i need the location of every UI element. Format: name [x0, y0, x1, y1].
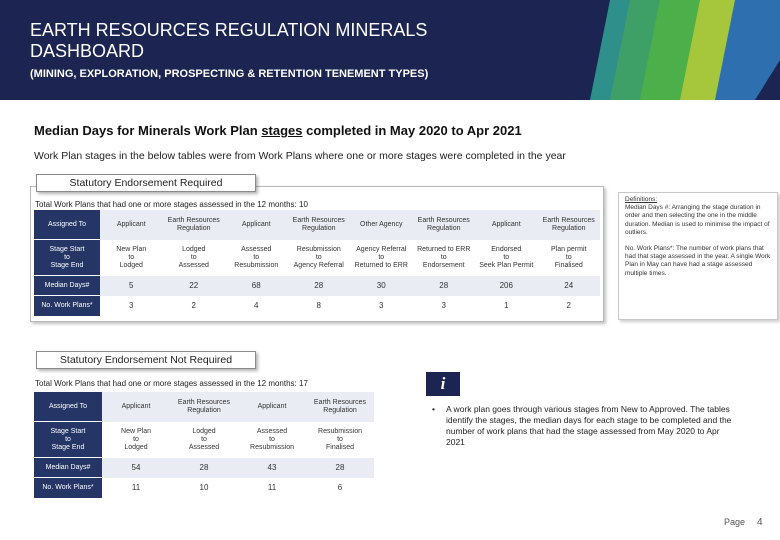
- definition-count: No. Work Plans*: The number of work plan…: [625, 245, 771, 277]
- median-days-row-cell: 5: [100, 276, 163, 296]
- work-plan-count-row-cell: 2: [162, 296, 225, 316]
- work-plan-count-row-cell: 3: [100, 296, 163, 316]
- median-days-row-cell: 30: [350, 276, 413, 296]
- median-days-row-label: Median Days#: [34, 458, 102, 478]
- endorsement-not-required-tab: Statutory Endorsement Not Required: [36, 351, 256, 369]
- median-days-row-cell: 68: [225, 276, 288, 296]
- work-plan-count-row-cell: 6: [306, 478, 374, 498]
- assigned-row-label: Assigned To: [34, 392, 102, 422]
- total-work-plans-required: Total Work Plans that had one or more st…: [35, 200, 308, 209]
- median-days-row-cell: 28: [287, 276, 350, 296]
- work-plan-count-row-cell: 1: [475, 296, 538, 316]
- header-banner: EARTH RESOURCES REGULATION MINERALS DASH…: [0, 0, 780, 100]
- page-label: Page: [724, 517, 746, 527]
- stage-row-cell: Resubmission to Agency Referral: [287, 240, 350, 276]
- assigned-row: Assigned To Applicant Earth Resources Regu…: [34, 392, 374, 422]
- info-bullet: A work plan goes through various stages …: [428, 404, 738, 448]
- work-plan-count-row-cell: 11: [102, 478, 170, 498]
- work-plan-count-row: No. Work Plans* 11 10 11 6: [34, 478, 374, 498]
- assigned-row-cell: Applicant: [225, 210, 288, 240]
- definition-median: Median Days #: Arranging the stage durat…: [625, 204, 770, 236]
- work-plan-count-row-cell: 3: [412, 296, 475, 316]
- assigned-row-cell: Earth Resources Regulation: [412, 210, 475, 240]
- assigned-row-cell: Earth Resources Regulation: [287, 210, 350, 240]
- median-days-row-cell: 28: [306, 458, 374, 478]
- endorsement-not-required-table: Assigned To Applicant Earth Resources Regu…: [34, 392, 374, 498]
- assigned-row-cell: Other Agency: [350, 210, 413, 240]
- work-plan-count-row-cell: 8: [287, 296, 350, 316]
- median-days-row: Median Days# 54 28 43 28: [34, 458, 374, 478]
- section-heading: Median Days for Minerals Work Plan stage…: [34, 123, 522, 138]
- median-days-row-cell: 28: [412, 276, 475, 296]
- total-work-plans-not-required: Total Work Plans that had one or more st…: [35, 379, 308, 388]
- info-icon: i: [426, 372, 460, 396]
- stage-row-label: Stage Start to Stage End: [34, 240, 100, 276]
- assigned-row-label: Assigned To: [34, 210, 100, 240]
- stage-row-cell: Resubmission to Finalised: [306, 422, 374, 458]
- stage-row-cell: Assessed to Resubmission: [238, 422, 306, 458]
- stage-row-cell: New Plan to Lodged: [100, 240, 163, 276]
- median-days-row: Median Days# 5 22 68 28 30 28 206 24: [34, 276, 600, 296]
- stage-row-label: Stage Start to Stage End: [34, 422, 102, 458]
- page-title: EARTH RESOURCES REGULATION MINERALS DASH…: [30, 20, 428, 61]
- stage-row-cell: Agency Referral to Returned to ERR: [350, 240, 413, 276]
- stage-row-cell: New Plan to Lodged: [102, 422, 170, 458]
- stage-row-cell: Lodged to Assessed: [162, 240, 225, 276]
- work-plan-count-row-cell: 11: [238, 478, 306, 498]
- definitions-box: Definitions: Median Days #: Arranging th…: [618, 192, 778, 320]
- work-plan-count-row-cell: 4: [225, 296, 288, 316]
- endorsement-required-tab: Statutory Endorsement Required: [36, 174, 256, 192]
- definitions-heading: Definitions:: [625, 196, 658, 203]
- assigned-row-cell: Applicant: [100, 210, 163, 240]
- stage-row: Stage Start to Stage End New Plan to Lodged Lo…: [34, 240, 600, 276]
- info-note: A work plan goes through various stages …: [428, 404, 738, 448]
- assigned-row-cell: Earth Resources Regulation: [306, 392, 374, 422]
- median-days-row-cell: 24: [537, 276, 600, 296]
- endorsement-required-table: Assigned To Applicant Earth Resources Regu…: [34, 210, 600, 316]
- assigned-row-cell: Applicant: [238, 392, 306, 422]
- assigned-row: Assigned To Applicant Earth Resources Regu…: [34, 210, 600, 240]
- work-plan-count-row-cell: 10: [170, 478, 238, 498]
- assigned-row-cell: Applicant: [475, 210, 538, 240]
- page-number: 4: [757, 517, 763, 528]
- page-footer: Page 4: [724, 517, 763, 528]
- work-plan-count-row-cell: 2: [537, 296, 600, 316]
- stage-row-cell: Plan permit to Finalised: [537, 240, 600, 276]
- stage-row-cell: Assessed to Resubmission: [225, 240, 288, 276]
- median-days-row-label: Median Days#: [34, 276, 100, 296]
- median-days-row-cell: 206: [475, 276, 538, 296]
- median-days-row-cell: 54: [102, 458, 170, 478]
- assigned-row-cell: Earth Resources Regulation: [537, 210, 600, 240]
- work-plan-count-row-label: No. Work Plans*: [34, 296, 100, 316]
- decorative-stripes: [590, 0, 780, 100]
- work-plan-count-row-cell: 3: [350, 296, 413, 316]
- assigned-row-cell: Applicant: [102, 392, 170, 422]
- intro-text: Work Plan stages in the below tables wer…: [34, 150, 566, 162]
- median-days-row-cell: 43: [238, 458, 306, 478]
- stage-row: Stage Start to Stage End New Plan to Lodged Lo…: [34, 422, 374, 458]
- median-days-row-cell: 28: [170, 458, 238, 478]
- stage-row-cell: Lodged to Assessed: [170, 422, 238, 458]
- work-plan-count-row: No. Work Plans* 3 2 4 8 3 3 1 2: [34, 296, 600, 316]
- page-subtitle: (MINING, EXPLORATION, PROSPECTING & RETE…: [30, 68, 429, 80]
- median-days-row-cell: 22: [162, 276, 225, 296]
- assigned-row-cell: Earth Resources Regulation: [162, 210, 225, 240]
- stage-row-cell: Returned to ERR to Endorsement: [412, 240, 475, 276]
- work-plan-count-row-label: No. Work Plans*: [34, 478, 102, 498]
- assigned-row-cell: Earth Resources Regulation: [170, 392, 238, 422]
- stage-row-cell: Endorsed to Seek Plan Permit: [475, 240, 538, 276]
